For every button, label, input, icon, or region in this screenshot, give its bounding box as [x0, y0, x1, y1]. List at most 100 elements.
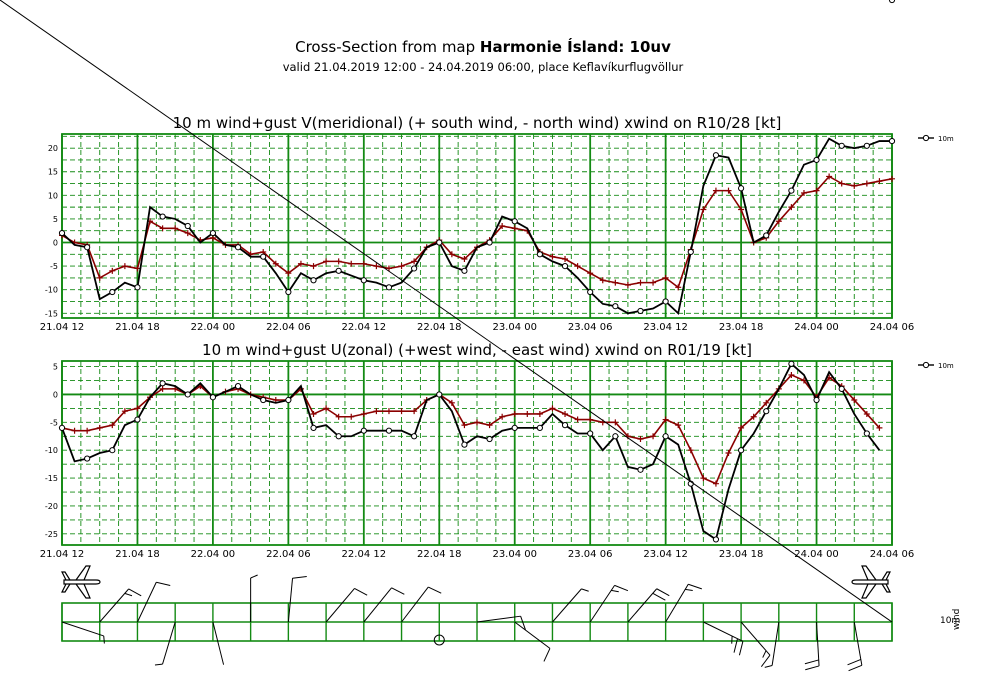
x-tick-label: 24.04 00: [794, 322, 839, 333]
wind-point: [813, 156, 820, 164]
x-tick-label: 24.04 06: [870, 322, 915, 333]
gust-point: [109, 422, 116, 429]
gust-point: [863, 180, 870, 187]
gust-point: [360, 410, 367, 417]
airplane-shape: [61, 565, 101, 599]
gust-point: [775, 218, 782, 225]
x-tick-label: 21.04 12: [40, 549, 85, 560]
gust-point: [549, 253, 556, 260]
wind-point: [712, 536, 720, 543]
wind-point: [536, 424, 543, 432]
gust-point: [838, 180, 845, 187]
gust-point: [876, 424, 883, 431]
wind-barb-staff: [212, 621, 225, 665]
wind-point: [310, 277, 317, 284]
x-tick-label: 23.04 06: [568, 549, 613, 560]
gust-point: [109, 267, 116, 274]
gust-point: [348, 413, 355, 420]
gust-point: [461, 256, 468, 263]
wind-barb-feather: [581, 588, 589, 592]
wind-point: [637, 466, 644, 473]
gust-point: [574, 416, 581, 423]
wind-point: [662, 298, 669, 305]
gust-point: [826, 173, 833, 180]
wind-point: [788, 187, 795, 194]
gust-point: [323, 258, 330, 265]
wind-point: [788, 360, 795, 367]
wind-point: [561, 263, 569, 270]
wind-point: [587, 430, 594, 437]
panel2-title: 10 m wind+gust U(zonal) (+west wind, - e…: [202, 341, 752, 359]
gust-point: [84, 427, 91, 434]
y-tick-label: 0: [53, 239, 58, 248]
gust-point: [474, 419, 480, 426]
x-tick-label: 23.04 00: [492, 549, 537, 560]
wind-point: [888, 137, 896, 145]
wind-barb-feather: [103, 635, 105, 644]
y-tick-label: -10: [45, 446, 58, 455]
gust-point: [675, 422, 682, 429]
x-tick-label: 23.04 12: [643, 322, 688, 333]
gust-point: [172, 225, 179, 232]
wind-barb-feather: [804, 659, 819, 665]
gust-point: [700, 475, 707, 482]
y-tick-label: -20: [45, 502, 58, 511]
wind-point: [662, 433, 669, 440]
gust-point: [562, 256, 569, 263]
wind-point: [84, 455, 91, 462]
gust-point: [385, 408, 392, 415]
x-tick-label: 22.04 18: [417, 549, 462, 560]
gust-point: [662, 416, 669, 423]
wind-barb-staff: [162, 621, 176, 665]
panel-1: [58, 133, 934, 319]
gust-point: [549, 405, 556, 412]
gust-point: [612, 419, 619, 426]
wind-barb-feather: [520, 616, 526, 630]
gust-point: [788, 204, 795, 211]
gust-point: [612, 279, 619, 286]
wind-barb-feather: [685, 588, 693, 591]
gust-point: [335, 413, 342, 420]
gust-point: [637, 279, 644, 286]
wind-barb-staff: [589, 585, 616, 623]
gust-point: [624, 281, 631, 288]
x-tick-label: 22.04 06: [266, 549, 311, 560]
x-tick-label: 21.04 18: [115, 322, 160, 333]
gust-point: [863, 410, 870, 417]
y-tick-label: 10: [48, 191, 58, 200]
wind-point: [888, 0, 896, 4]
gust-point: [637, 436, 644, 443]
gust-point: [587, 416, 594, 423]
legend-label: 10m: [938, 135, 954, 143]
wind-barb-feather: [688, 583, 702, 590]
gust-point: [738, 424, 745, 431]
wind-point: [335, 433, 342, 440]
wind-point: [285, 396, 292, 404]
wind-point: [863, 430, 870, 437]
y-tick-label: -15: [45, 309, 58, 318]
gust-point: [272, 260, 279, 267]
gust-point: [184, 230, 191, 237]
gust-point: [712, 187, 719, 194]
wind-barb-staff: [627, 588, 658, 623]
airplane-icon: [61, 565, 101, 599]
wind-barb-feather: [543, 648, 551, 662]
wind-point: [461, 267, 468, 274]
wind-point: [109, 288, 116, 296]
gust-point: [297, 260, 304, 267]
wind-barb-staff: [703, 621, 744, 642]
gust-point: [813, 187, 820, 194]
wind-barb-feather: [354, 587, 368, 596]
gust-point: [134, 405, 141, 412]
wind-barb-feather: [156, 581, 171, 587]
gust-point: [763, 399, 770, 406]
gust-point: [662, 274, 669, 281]
gust-point: [448, 399, 455, 406]
wind-barb-staff: [0, 0, 893, 623]
gust-point: [159, 385, 166, 392]
wind-barb-staff: [514, 621, 551, 649]
x-tick-label: 24.04 00: [794, 549, 839, 560]
y-tick-label: 5: [53, 215, 58, 224]
wind-barb-feather: [124, 592, 133, 597]
wind-point: [184, 222, 191, 230]
